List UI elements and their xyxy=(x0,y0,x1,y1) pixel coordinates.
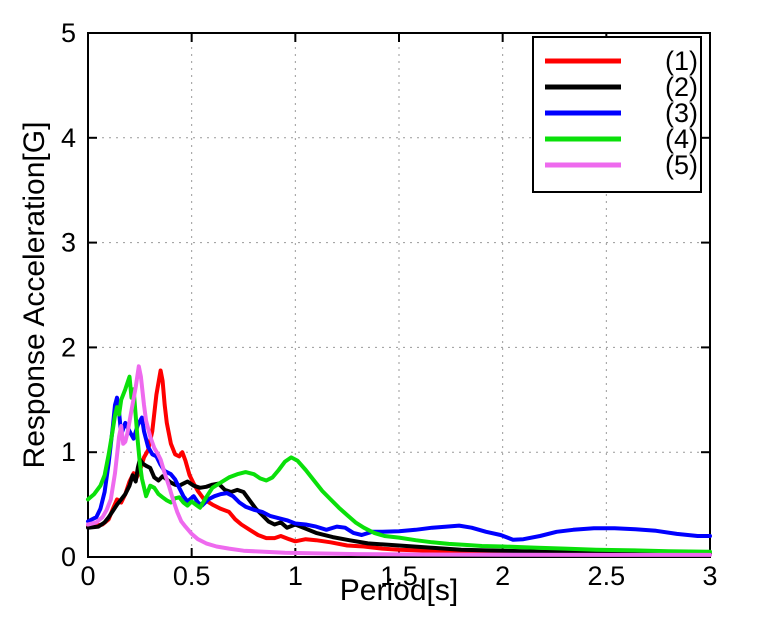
legend-label-4: (4) xyxy=(665,124,698,154)
y-tick-label: 3 xyxy=(61,228,76,258)
legend-label-5: (5) xyxy=(665,150,698,180)
y-tick-label: 0 xyxy=(61,542,76,572)
x-tick-label: 1.5 xyxy=(380,561,418,591)
y-axis-title: Response Acceleration[G] xyxy=(18,122,51,469)
series-line-5 xyxy=(86,364,712,557)
y-tick-label: 4 xyxy=(61,123,76,153)
x-axis-title: Period[s] xyxy=(340,574,458,607)
y-tick-label: 5 xyxy=(61,18,76,48)
series-line-2 xyxy=(86,457,712,556)
legend-label-3: (3) xyxy=(665,98,698,128)
x-tick-label: 1 xyxy=(288,561,303,591)
x-tick-label: 0 xyxy=(80,561,95,591)
series-line-3 xyxy=(86,395,712,542)
legend-label-2: (2) xyxy=(665,72,698,102)
y-tick-label: 1 xyxy=(61,437,76,467)
x-tick-label: 0.5 xyxy=(173,561,211,591)
y-tick-label: 2 xyxy=(61,332,76,362)
chart-layer: 0 0.5 1 1.5 2 2.5 3 0 1 2 3 4 5 (1)(2)(3)(4)(5) xyxy=(61,18,718,591)
x-tick-label: 2.5 xyxy=(588,561,626,591)
legend-label-1: (1) xyxy=(665,46,698,76)
x-tick-label: 2 xyxy=(495,561,510,591)
series-line-4 xyxy=(86,374,712,554)
x-tick-label: 3 xyxy=(702,561,717,591)
